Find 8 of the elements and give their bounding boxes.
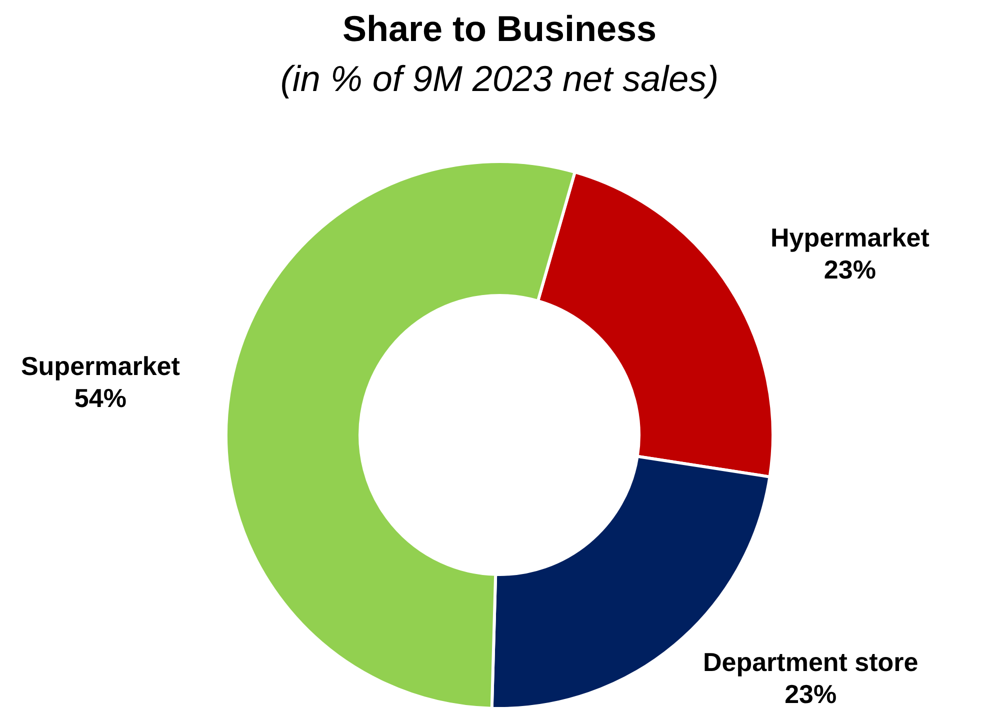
chart-title: Share to Business — [341, 8, 658, 50]
data-label: 23% — [784, 679, 837, 710]
slice-label: Department store — [702, 647, 918, 678]
data-label: 54% — [74, 383, 126, 414]
data-label: 23% — [824, 254, 876, 284]
slice-label: Hypermarket — [770, 222, 930, 252]
chart-subtitle: (in % of 9M 2023 net sales) — [279, 58, 720, 100]
slice-label: Supermarket — [20, 351, 180, 382]
